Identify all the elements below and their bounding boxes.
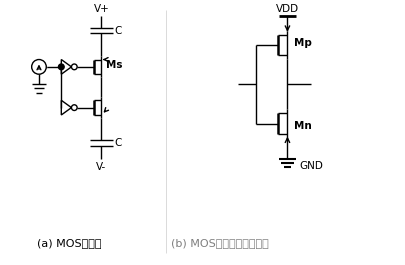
Circle shape: [58, 64, 64, 70]
Text: GND: GND: [299, 161, 323, 171]
Text: V+: V+: [94, 4, 109, 14]
Text: C: C: [114, 138, 122, 148]
Text: VDD: VDD: [275, 4, 298, 14]
Text: (a) MOS开关管: (a) MOS开关管: [36, 238, 101, 248]
Text: Mp: Mp: [294, 38, 311, 48]
Text: V-: V-: [96, 162, 107, 172]
Text: C: C: [114, 26, 122, 36]
Text: Mn: Mn: [294, 121, 311, 131]
Text: Ms: Ms: [106, 60, 123, 70]
Text: (b) MOS开关管中的反相器: (b) MOS开关管中的反相器: [170, 238, 268, 248]
